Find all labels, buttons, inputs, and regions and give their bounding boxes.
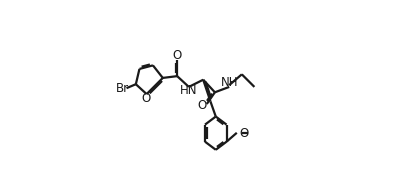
Text: HN: HN <box>179 84 197 97</box>
Text: O: O <box>239 127 248 140</box>
Text: O: O <box>197 99 207 112</box>
Text: O: O <box>172 49 181 62</box>
Text: O: O <box>141 92 150 105</box>
Text: NH: NH <box>220 76 238 89</box>
Text: Br: Br <box>115 82 128 95</box>
